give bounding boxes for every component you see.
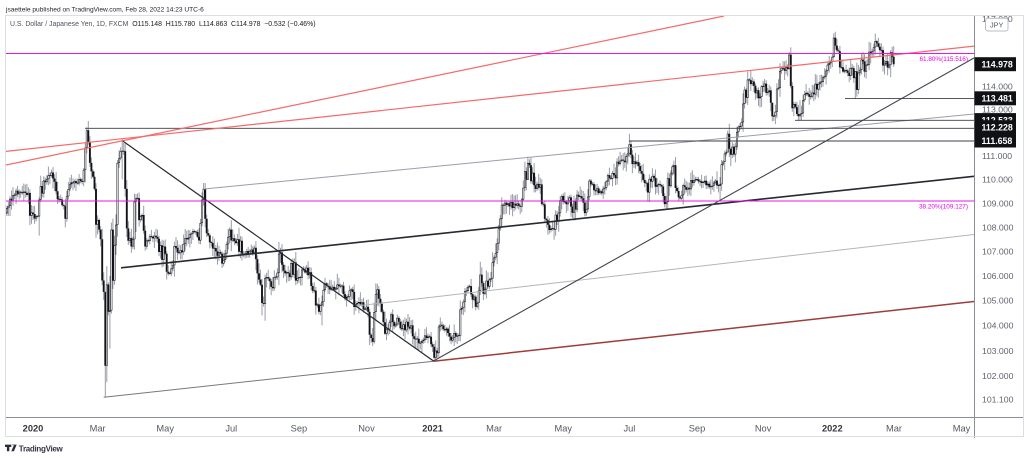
svg-text:113.000: 113.000 <box>982 105 1013 115</box>
svg-text:104.000: 104.000 <box>982 321 1014 331</box>
svg-text:Mar: Mar <box>886 424 902 434</box>
svg-text:May: May <box>953 424 971 434</box>
svg-text:111.000: 111.000 <box>982 151 1012 161</box>
svg-text:2021: 2021 <box>422 424 443 434</box>
svg-text:Sep: Sep <box>291 424 308 434</box>
svg-text:110.000: 110.000 <box>982 175 1013 185</box>
svg-text:105.000: 105.000 <box>982 296 1014 306</box>
svg-text:May: May <box>156 424 174 434</box>
svg-text:114.978: 114.978 <box>982 60 1013 70</box>
svg-text:102.000: 102.000 <box>982 371 1014 381</box>
svg-text:Jul: Jul <box>225 424 237 434</box>
svg-text:61.80%(115.516): 61.80%(115.516) <box>919 56 968 63</box>
svg-text:Nov: Nov <box>358 424 375 434</box>
svg-text:TradingView: TradingView <box>19 445 64 454</box>
svg-text:Nov: Nov <box>755 424 772 434</box>
svg-text:106.000: 106.000 <box>982 271 1014 281</box>
svg-text:114.000: 114.000 <box>982 82 1013 92</box>
svg-text:101.100: 101.100 <box>982 394 1014 404</box>
svg-text:107.000: 107.000 <box>982 247 1014 257</box>
svg-text:jsaettele published on Trading: jsaettele published on TradingView.com, … <box>5 7 204 14</box>
svg-text:113.481: 113.481 <box>982 94 1013 104</box>
svg-text:2020: 2020 <box>23 424 44 434</box>
svg-text:2022: 2022 <box>822 424 843 434</box>
svg-text:111.658: 111.658 <box>982 136 1013 146</box>
svg-text:JPY: JPY <box>990 21 1004 30</box>
svg-text:103.000: 103.000 <box>982 346 1014 356</box>
svg-text:Mar: Mar <box>486 424 502 434</box>
svg-text:May: May <box>555 424 573 434</box>
svg-text:U.S. Dollar / Japanese Yen, 1D: U.S. Dollar / Japanese Yen, 1D, FXCM O11… <box>10 21 316 28</box>
svg-text:108.000: 108.000 <box>982 222 1014 232</box>
svg-text:109.000: 109.000 <box>982 198 1014 208</box>
svg-text:Jul: Jul <box>623 424 635 434</box>
svg-text:Mar: Mar <box>90 424 106 434</box>
svg-text:38.20%(109.127): 38.20%(109.127) <box>919 204 968 211</box>
svg-text:Sep: Sep <box>689 424 706 434</box>
svg-text:112.228: 112.228 <box>982 123 1013 133</box>
